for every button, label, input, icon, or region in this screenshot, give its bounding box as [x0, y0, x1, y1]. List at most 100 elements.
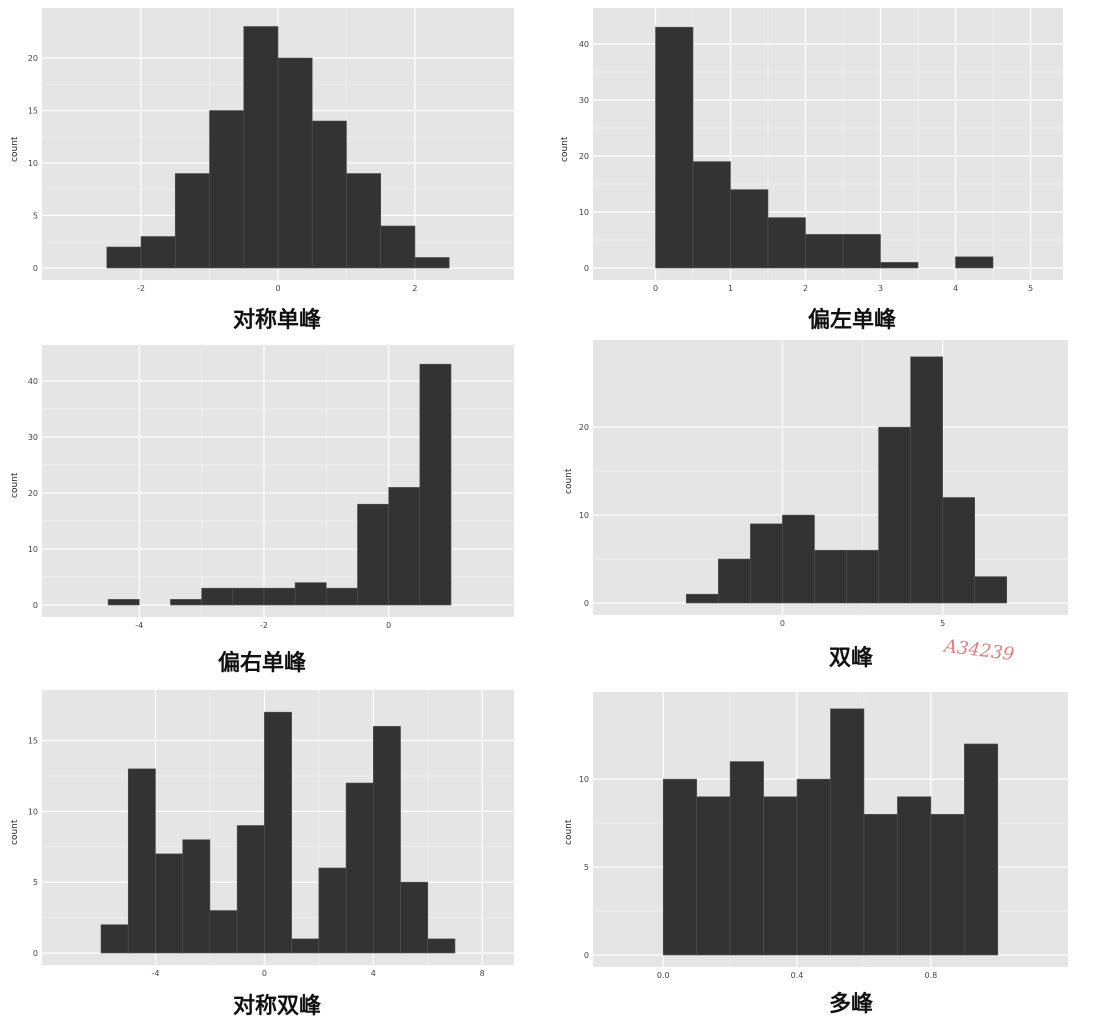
x-tick-label: 4 — [371, 969, 376, 978]
histogram-bar — [974, 576, 1008, 604]
x-tick-label: 0.8 — [925, 971, 938, 980]
x-tick-label: 5 — [940, 619, 945, 628]
chart-caption: 对称单峰 — [232, 308, 322, 333]
x-tick-label: 0 — [262, 969, 267, 978]
histogram-bar — [814, 549, 847, 604]
histogram-bar — [842, 234, 881, 269]
histogram-bar — [964, 743, 999, 956]
y-tick-label: 0 — [584, 951, 589, 960]
histogram-bar — [373, 726, 401, 954]
y-tick-label: 30 — [28, 433, 38, 442]
histogram-bar — [380, 225, 416, 269]
y-tick-label: 0 — [584, 599, 589, 608]
x-tick-label: 2 — [412, 284, 417, 293]
x-tick-label: -2 — [137, 284, 145, 293]
histogram-bar — [782, 514, 815, 604]
histogram-bar — [419, 363, 452, 606]
histogram-bar — [209, 910, 238, 954]
histogram-bar — [750, 523, 783, 604]
x-tick-label: 1 — [728, 284, 733, 293]
y-tick-label: 15 — [28, 737, 38, 746]
histogram-bar — [930, 814, 965, 956]
y-tick-label: 10 — [579, 208, 589, 217]
y-tick-label: 20 — [28, 54, 38, 63]
y-tick-label: 10 — [579, 511, 589, 520]
histogram-bar — [863, 814, 898, 956]
histogram-bar — [718, 558, 751, 604]
histogram-bar — [910, 356, 943, 604]
histogram-bar — [100, 924, 129, 954]
y-tick-label: 15 — [28, 107, 38, 116]
histogram-bar — [830, 708, 865, 956]
histogram-bar — [796, 778, 831, 956]
y-tick-label: 10 — [28, 159, 38, 168]
x-tick-label: 3 — [878, 284, 883, 293]
histogram-bar — [655, 26, 694, 269]
x-tick-label: 5 — [1028, 284, 1033, 293]
histogram-bar — [955, 256, 994, 269]
x-tick-label: 0 — [275, 284, 280, 293]
y-tick-label: 0 — [584, 264, 589, 273]
x-tick-label: 0.4 — [791, 971, 804, 980]
chart-caption: 偏右单峰 — [217, 651, 307, 676]
histogram-bar — [767, 217, 806, 269]
histogram-bar — [345, 782, 374, 954]
histogram-bar — [155, 853, 183, 954]
y-tick-label: 10 — [28, 807, 38, 816]
x-tick-label: 8 — [480, 969, 485, 978]
histogram-bar — [427, 938, 456, 954]
histogram-bar — [264, 711, 292, 954]
chart-caption: 双峰 — [828, 646, 874, 671]
x-tick-label: 0 — [386, 621, 391, 630]
histogram-bar — [846, 549, 879, 604]
y-tick-label: 20 — [28, 489, 38, 498]
y-axis-label: count — [564, 819, 574, 845]
chart-caption: 偏左单峰 — [807, 308, 897, 333]
histogram-bar — [880, 262, 919, 269]
histogram-bar — [942, 497, 975, 604]
y-tick-label: 30 — [579, 96, 589, 105]
histogram-bar — [662, 778, 697, 956]
x-tick-label: 0 — [653, 284, 658, 293]
histogram-bar — [692, 161, 731, 269]
histogram-bar — [311, 120, 347, 269]
x-tick-label: 0.0 — [657, 971, 670, 980]
y-tick-label: 20 — [579, 423, 589, 432]
histogram-bar — [414, 257, 450, 269]
histogram-bar — [277, 57, 313, 269]
histogram-bar — [805, 234, 844, 269]
histogram-bar — [182, 839, 211, 954]
y-tick-label: 0 — [33, 601, 38, 610]
y-tick-label: 40 — [579, 40, 589, 49]
histogram-bar — [346, 173, 382, 269]
histogram-bar — [318, 867, 347, 954]
y-tick-label: 5 — [33, 212, 38, 221]
histogram-bar — [209, 110, 245, 269]
chart-caption: 多峰 — [828, 992, 874, 1017]
x-tick-label: 0 — [780, 619, 785, 628]
histogram-bar — [107, 599, 140, 606]
histogram-bar — [763, 796, 798, 956]
histogram-bar — [878, 426, 911, 604]
histogram-bar — [696, 796, 731, 956]
x-tick-label: -4 — [135, 621, 143, 630]
y-tick-label: 5 — [584, 863, 589, 872]
x-tick-label: 2 — [803, 284, 808, 293]
histogram-bar — [729, 761, 764, 956]
y-tick-label: 20 — [579, 152, 589, 161]
x-tick-label: 4 — [953, 284, 958, 293]
histogram-bar — [897, 796, 932, 956]
histogram-bar — [357, 503, 389, 606]
y-tick-label: 10 — [579, 775, 589, 784]
histogram-bar — [174, 173, 210, 269]
y-tick-label: 40 — [28, 377, 38, 386]
y-tick-label: 0 — [33, 264, 38, 273]
histogram-bar — [388, 487, 421, 606]
x-tick-label: -4 — [151, 969, 159, 978]
y-tick-label: 0 — [33, 949, 38, 958]
